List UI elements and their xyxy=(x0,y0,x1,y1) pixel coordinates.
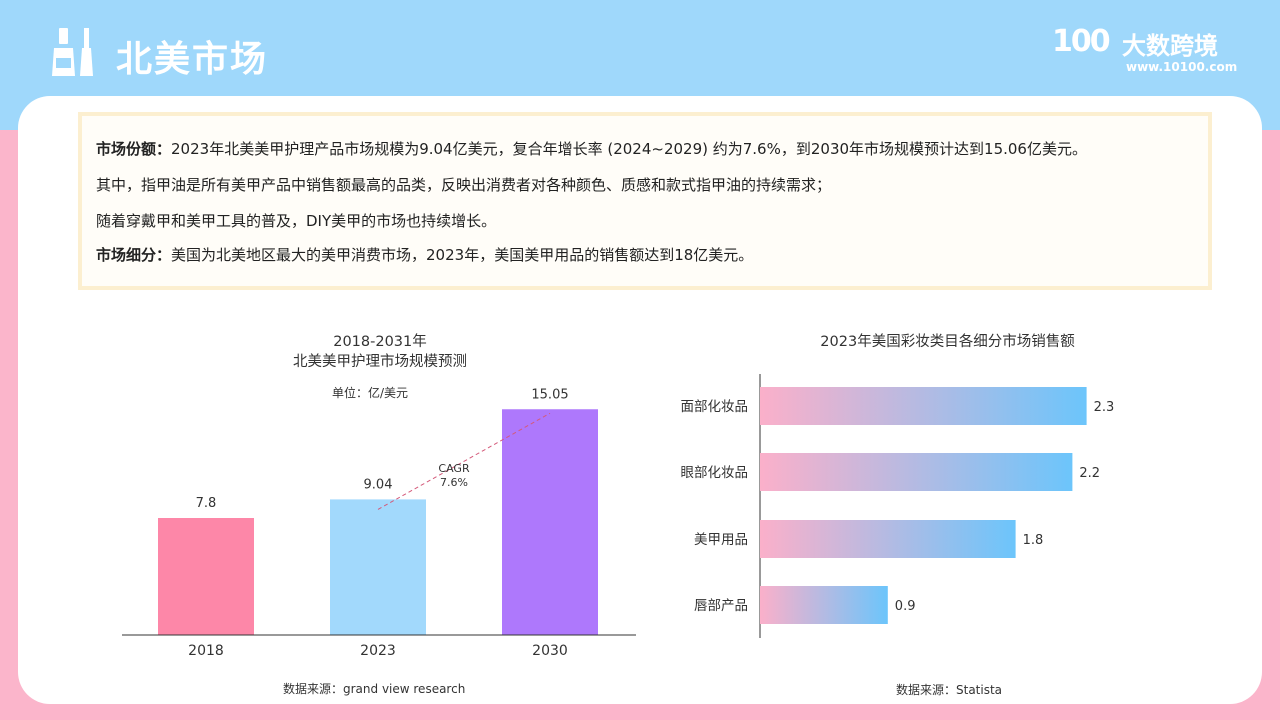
bar-2030 xyxy=(502,409,598,635)
brand-logo: 100 大数跨境 www.10100.com xyxy=(1052,24,1242,76)
chart1-title: 2018-2031年 北美美甲护理市场规模预测 xyxy=(230,332,530,372)
bar-美甲用品 xyxy=(760,520,1016,558)
data-label-眼部化妆品: 2.2 xyxy=(1079,466,1100,481)
y-tick-眼部化妆品: 眼部化妆品 xyxy=(681,465,749,481)
chart1-source: 数据来源：grand view research xyxy=(283,682,466,696)
summary-line-2: 其中，指甲油是所有美甲产品中销售额最高的品类，反映出消费者对各种颜色、质感和款式… xyxy=(96,176,832,194)
data-label-2030: 15.05 xyxy=(531,387,568,402)
bar-眼部化妆品 xyxy=(760,453,1073,491)
x-tick-2018: 2018 xyxy=(188,643,224,659)
chart1-title-line1: 2018-2031年 xyxy=(333,334,427,350)
data-label-唇部产品: 0.9 xyxy=(895,599,916,614)
bar-2023 xyxy=(330,499,426,635)
nail-polish-icon xyxy=(52,28,93,76)
market-segment-text: 美国为北美地区最大的美甲消费市场，2023年，美国美甲用品的销售额达到18亿美元… xyxy=(171,246,754,264)
chart1-title-line2: 北美美甲护理市场规模预测 xyxy=(293,354,467,370)
y-tick-美甲用品: 美甲用品 xyxy=(694,532,748,548)
data-label-2023: 9.04 xyxy=(364,477,393,492)
market-share-text: 2023年北美美甲护理产品市场规模为9.04亿美元，复合年增长率 (2024~2… xyxy=(171,140,1087,158)
logo-number: 100 xyxy=(1052,24,1111,59)
logo-url: www.10100.com xyxy=(1126,60,1238,74)
summary-box: 市场份额：2023年北美美甲护理产品市场规模为9.04亿美元，复合年增长率 (2… xyxy=(78,112,1212,290)
cagr-label: CAGR xyxy=(438,462,470,475)
summary-line-1: 市场份额：2023年北美美甲护理产品市场规模为9.04亿美元，复合年增长率 (2… xyxy=(96,138,1087,159)
x-tick-2023: 2023 xyxy=(360,643,396,659)
x-tick-2030: 2030 xyxy=(532,643,568,659)
cagr-value: 7.6% xyxy=(440,476,468,489)
data-label-面部化妆品: 2.3 xyxy=(1094,400,1115,415)
bar-2018 xyxy=(158,518,254,635)
bar-唇部产品 xyxy=(760,586,888,624)
logo-name: 大数跨境 xyxy=(1122,32,1218,60)
summary-line-3: 随着穿戴甲和美甲工具的普及，DIY美甲的市场也持续增长。 xyxy=(96,212,497,230)
market-share-label: 市场份额： xyxy=(96,140,172,158)
segment-sales-bar-chart: 2.3 面部化妆品 2.2 眼部化妆品 1.8 美甲用品 0.9 唇部产品 xyxy=(681,374,1115,638)
chart1-unit: 单位：亿/美元 xyxy=(332,386,409,400)
chart2-source: 数据来源：Statista xyxy=(896,683,1003,697)
page-title: 北美市场 xyxy=(116,39,269,80)
cagr-trend-line xyxy=(377,412,551,510)
y-tick-唇部产品: 唇部产品 xyxy=(694,598,748,614)
market-segment-label: 市场细分： xyxy=(96,246,172,264)
data-label-2018: 7.8 xyxy=(196,496,217,511)
y-tick-面部化妆品: 面部化妆品 xyxy=(681,399,749,415)
bar-面部化妆品 xyxy=(760,387,1087,425)
summary-line-4: 市场细分：美国为北美地区最大的美甲消费市场，2023年，美国美甲用品的销售额达到… xyxy=(96,244,753,265)
chart2-title: 2023年美国彩妆类目各细分市场销售额 xyxy=(820,334,1075,350)
data-label-美甲用品: 1.8 xyxy=(1023,533,1044,548)
